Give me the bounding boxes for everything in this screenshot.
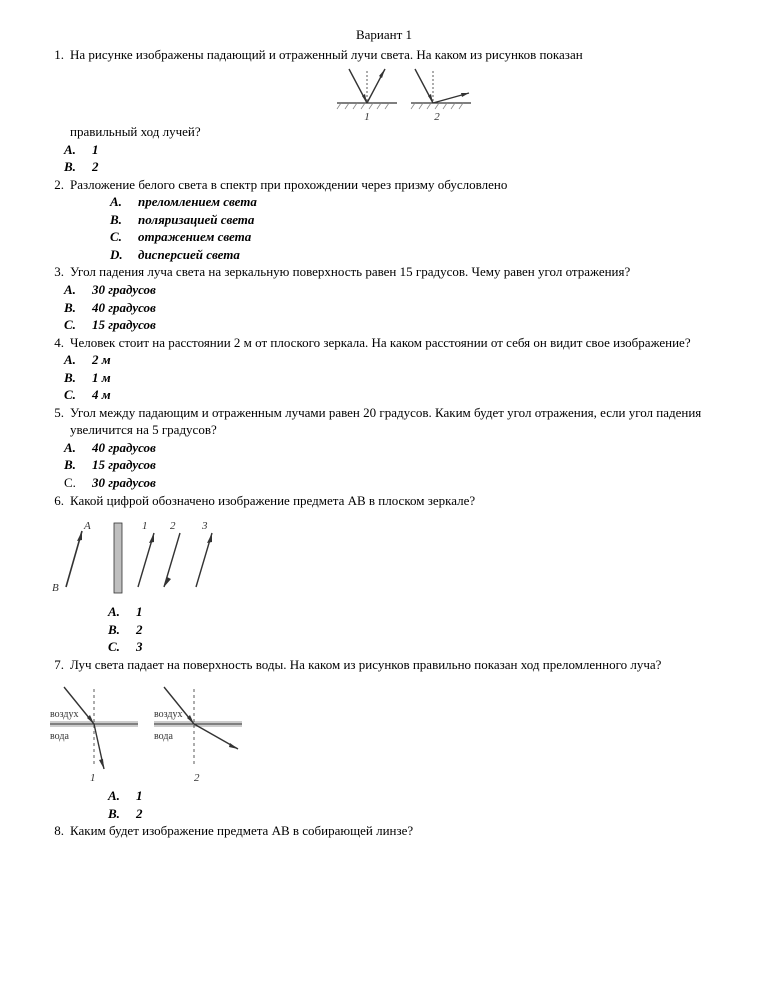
q7-diagram: воздух вода воздух вода 1 2 <box>42 677 726 787</box>
svg-text:1: 1 <box>90 772 96 784</box>
q6-diagram: A B 1 2 3 <box>42 513 726 603</box>
svg-text:B: B <box>52 582 59 594</box>
svg-text:2: 2 <box>194 772 200 784</box>
q4-answer-a: A.2 м <box>64 351 726 369</box>
question-7: 7. Луч света падает на поверхность воды.… <box>42 656 726 674</box>
variant-title: Вариант 1 <box>42 26 726 44</box>
question-4: 4. Человек стоит на расстоянии 2 м от пл… <box>42 334 726 352</box>
q2-answer-c: C.отражением света <box>110 228 726 246</box>
q4-answer-c: C.4 м <box>64 386 726 404</box>
q6-answers: A.1 B.2 C.3 <box>42 603 726 656</box>
q8-number: 8. <box>42 822 70 840</box>
question-5: 5. Угол между падающим и отраженным луча… <box>42 404 726 439</box>
svg-text:3: 3 <box>201 520 208 532</box>
q3-answer-c: C.15 градусов <box>64 316 726 334</box>
svg-text:1: 1 <box>364 111 370 123</box>
q4-text: Человек стоит на расстоянии 2 м от плоск… <box>70 334 726 352</box>
q7-answer-b: B.2 <box>108 805 726 823</box>
q2-answer-b: B.поляризацией света <box>110 211 726 229</box>
svg-text:2: 2 <box>170 520 176 532</box>
q5-number: 5. <box>42 404 70 422</box>
q1-answer-a: A.1 <box>64 141 726 159</box>
q4-number: 4. <box>42 334 70 352</box>
q3-answer-a: A.30 градусов <box>64 281 726 299</box>
q6-text: Какой цифрой обозначено изображение пред… <box>70 492 726 510</box>
q5-text: Угол между падающим и отраженным лучами … <box>70 404 726 439</box>
q2-text: Разложение белого света в спектр при про… <box>70 176 726 194</box>
q7-text: Луч света падает на поверхность воды. На… <box>70 656 726 674</box>
refraction-diagram-icon: воздух вода воздух вода 1 2 <box>42 677 252 787</box>
svg-text:2: 2 <box>434 111 440 123</box>
q8-text: Каким будет изображение предмета АВ в со… <box>70 822 726 840</box>
q6-answer-c: C.3 <box>108 638 726 656</box>
q4-answers: A.2 м B.1 м C.4 м <box>42 351 726 404</box>
q5-answer-b: B.15 градусов <box>64 456 726 474</box>
q1-answer-b: B.2 <box>64 158 726 176</box>
q4-answer-b: B.1 м <box>64 369 726 387</box>
mirror-image-diagram-icon: A B 1 2 3 <box>42 513 237 603</box>
q1-text-after-row: правильный ход лучей? <box>42 123 726 141</box>
q7-number: 7. <box>42 656 70 674</box>
svg-text:A: A <box>83 520 91 532</box>
q1-diagram: 1 2 <box>329 63 479 123</box>
q7-answer-a: A.1 <box>108 787 726 805</box>
svg-text:воздух: воздух <box>154 709 183 720</box>
q3-answer-b: B.40 градусов <box>64 299 726 317</box>
q6-answer-a: A.1 <box>108 603 726 621</box>
question-6: 6. Какой цифрой обозначено изображение п… <box>42 492 726 510</box>
q1-text-before: На рисунке изображены падающий и отражен… <box>70 47 583 62</box>
q3-text: Угол падения луча света на зеркальную по… <box>70 263 726 281</box>
q6-number: 6. <box>42 492 70 510</box>
q3-number: 3. <box>42 263 70 281</box>
q2-number: 2. <box>42 176 70 194</box>
q5-answer-a: A.40 градусов <box>64 439 726 457</box>
q3-answers: A.30 градусов B.40 градусов C.15 градусо… <box>42 281 726 334</box>
q2-answers: A.преломлением света B.поляризацией свет… <box>42 193 726 263</box>
page: Вариант 1 1. На рисунке изображены падаю… <box>0 0 768 880</box>
svg-text:воздух: воздух <box>50 709 79 720</box>
q1-answers: A.1 B.2 <box>42 141 726 176</box>
question-1: 1. На рисунке изображены падающий и отра… <box>42 46 726 64</box>
q1-text: На рисунке изображены падающий и отражен… <box>70 46 726 64</box>
q5-answers: A.40 градусов B.15 градусов C.30 градусо… <box>42 439 726 492</box>
question-8: 8. Каким будет изображение предмета АВ в… <box>42 822 726 840</box>
q1-diagram-wrap: 1 2 <box>42 63 726 123</box>
svg-text:вода: вода <box>50 731 69 742</box>
q7-answers: A.1 B.2 <box>42 787 726 822</box>
q6-answer-b: B.2 <box>108 621 726 639</box>
q1-number: 1. <box>42 46 70 64</box>
reflection-diagram-icon: 1 2 <box>329 63 479 123</box>
question-3: 3. Угол падения луча света на зеркальную… <box>42 263 726 281</box>
q1-text-after: правильный ход лучей? <box>70 123 726 141</box>
question-2: 2. Разложение белого света в спектр при … <box>42 176 726 194</box>
svg-text:вода: вода <box>154 731 173 742</box>
q2-answer-a: A.преломлением света <box>110 193 726 211</box>
svg-text:1: 1 <box>142 520 148 532</box>
q5-answer-c: C.30 градусов <box>64 474 726 492</box>
q2-answer-d: D.дисперсией света <box>110 246 726 264</box>
